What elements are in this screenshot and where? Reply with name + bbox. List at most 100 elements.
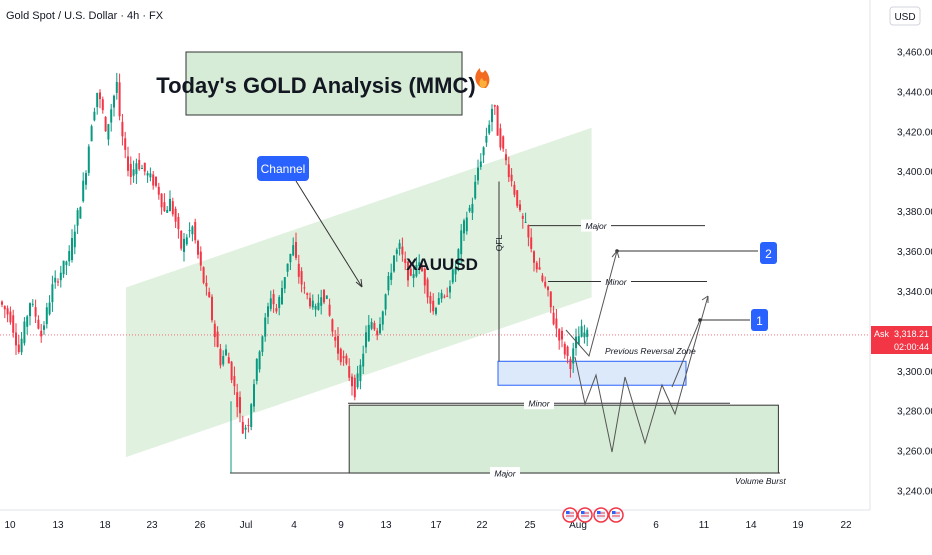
candle-body: [463, 220, 465, 234]
candle-body: [255, 358, 258, 381]
time-tick-label: 19: [792, 520, 804, 531]
candle-body: [121, 121, 124, 137]
candle-body: [334, 336, 337, 341]
target-1-label: 1: [756, 314, 763, 328]
level-label-minor: Minor: [528, 399, 550, 409]
candle-body: [34, 307, 37, 317]
candle-body: [57, 281, 59, 283]
us-flag-canton: [597, 511, 601, 514]
candle-body: [384, 294, 387, 310]
candle-body: [9, 311, 12, 323]
candle-body: [289, 253, 292, 263]
candle-body: [163, 202, 166, 211]
candle-body: [421, 266, 423, 272]
candle-body: [1, 301, 3, 305]
candle-body: [12, 315, 15, 333]
candle-body: [23, 321, 26, 344]
candle-body: [440, 293, 443, 299]
time-tick-label: 11: [699, 520, 710, 531]
candle-body: [530, 237, 533, 249]
analysis-title: Today's GOLD Analysis (MMC): [156, 73, 475, 98]
candle-body: [325, 295, 328, 299]
candle-body: [393, 255, 395, 272]
candle-body: [479, 161, 482, 167]
candle-body: [468, 207, 471, 212]
candle-body: [132, 169, 135, 176]
candle-body: [62, 260, 65, 275]
level-label-major: Major: [494, 469, 516, 479]
candle-body: [118, 82, 121, 117]
candle-body: [527, 225, 530, 238]
current-price-value: 3,318.21: [894, 329, 929, 339]
candle-body: [365, 332, 367, 348]
candle-body: [174, 208, 177, 222]
candle-body: [339, 348, 342, 363]
candle-body: [253, 384, 255, 407]
economic-events-icons[interactable]: [562, 507, 624, 523]
time-tick-label: 6: [653, 520, 659, 531]
candle-body: [317, 302, 320, 310]
previous-reversal-zone-label: Previous Reversal Zone: [605, 346, 696, 356]
candle-body: [138, 159, 141, 170]
candle-body: [73, 231, 76, 248]
candle-body: [208, 292, 211, 298]
candle-body: [563, 343, 566, 355]
candle-body: [328, 304, 331, 316]
candle-body: [309, 297, 311, 307]
candle-body: [348, 366, 351, 378]
candle-body: [107, 124, 110, 140]
candle-body: [202, 267, 205, 283]
candle-body: [225, 349, 227, 356]
candle-body: [90, 126, 93, 142]
candle-body: [353, 377, 356, 398]
candle-body: [124, 138, 127, 150]
candle-body: [205, 282, 208, 287]
target-1-badge: 1: [751, 309, 768, 331]
level-label-minor: Minor: [605, 277, 627, 287]
candle-body: [155, 176, 157, 186]
arrows-layer: [565, 249, 758, 453]
candle-body: [264, 317, 267, 337]
ascending-channel: [126, 127, 592, 458]
candle-body: [566, 346, 569, 357]
us-flag-field: [566, 511, 574, 519]
candle-body: [241, 421, 244, 434]
candle-body: [451, 269, 454, 283]
currency-button[interactable]: USD: [889, 6, 921, 26]
candle-body: [283, 277, 286, 289]
candle-body: [535, 262, 538, 270]
volume-burst-label: Volume Burst: [735, 476, 786, 486]
candle-body: [370, 322, 373, 329]
candle-body: [549, 291, 552, 308]
level-label-bg: [490, 467, 520, 480]
candle-body: [6, 308, 9, 315]
channel-label-badge: Channel: [257, 156, 309, 181]
time-axis[interactable]: 10 13 18 23 26 Jul 4 9 13 17 22 25 Aug 6 11 14 19 22: [4, 520, 852, 531]
candle-body: [40, 330, 43, 337]
candle-body: [544, 281, 547, 287]
candle-body: [51, 284, 54, 303]
candle-body: [356, 373, 359, 388]
candle-body: [96, 92, 99, 108]
candle-body: [113, 95, 115, 108]
candle-body: [342, 356, 345, 359]
candle-body: [449, 286, 451, 293]
candle-body: [177, 216, 180, 230]
candle-body: [376, 330, 379, 336]
candle-body: [418, 262, 421, 267]
symbol-watermark: XAUUSD: [406, 255, 478, 274]
candle-body: [538, 267, 541, 270]
candle-body: [29, 303, 31, 317]
time-tick-label: 23: [146, 520, 158, 531]
price-tick-label: 3,280.00: [897, 407, 932, 418]
time-tick-label: 13: [380, 520, 392, 531]
candle-body: [423, 268, 426, 286]
candle-body: [460, 230, 463, 255]
current-price-tag: Ask 3,318.21 02:00:44: [871, 326, 932, 354]
price-axis[interactable]: 3,460.00 3,440.00 3,420.00 3,400.00 3,380.00…: [897, 47, 932, 497]
candle-body: [93, 111, 96, 121]
candle-body: [303, 287, 306, 289]
time-tick-label: 9: [338, 520, 344, 531]
